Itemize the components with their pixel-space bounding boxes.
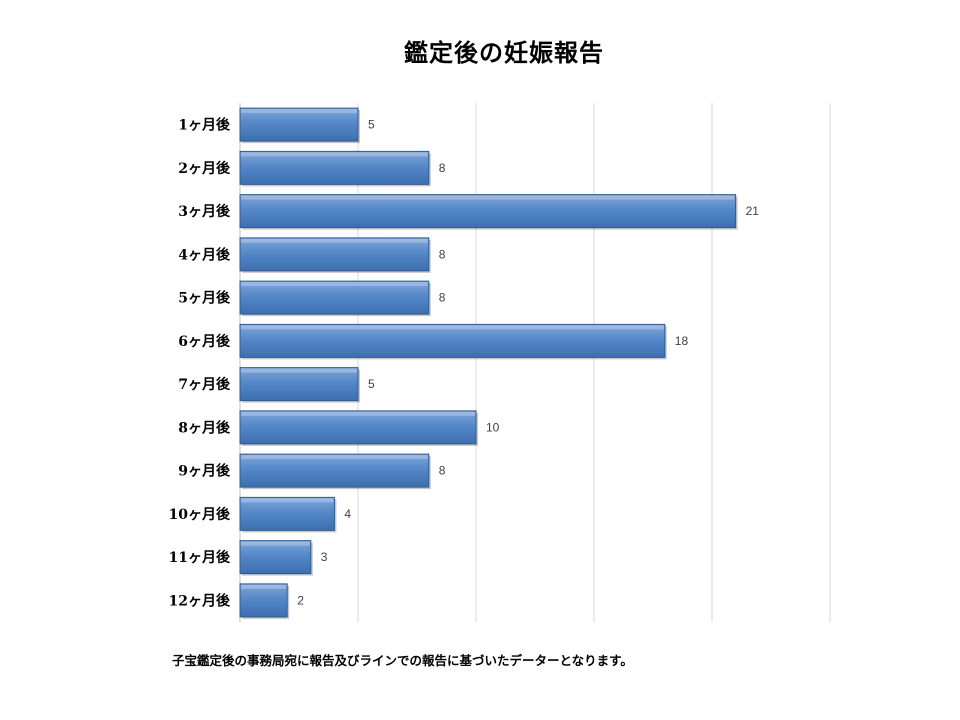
bar: [239, 367, 359, 402]
bar-highlight: [241, 455, 428, 460]
category-label: 12ヶ月後: [169, 592, 231, 609]
data-label: 5: [368, 118, 375, 132]
gridlines: [239, 103, 831, 622]
data-label: 8: [439, 464, 446, 478]
bar: [239, 323, 666, 358]
bar-highlight: [241, 498, 334, 503]
bars: [239, 107, 738, 619]
category-label: 9ヶ月後: [178, 463, 231, 480]
bar: [239, 496, 335, 531]
bar: [239, 453, 430, 488]
bar: [239, 280, 430, 315]
chart-title: 鑑定後の妊娠報告: [404, 39, 604, 67]
data-label: 8: [439, 161, 446, 175]
footnote: 子宝鑑定後の事務局宛に報告及びラインでの報告に基づいたデーターとなります。: [172, 653, 633, 668]
data-label: 8: [439, 291, 446, 305]
category-label: 5ヶ月後: [178, 290, 231, 307]
bar-highlight: [241, 584, 287, 589]
data-label: 21: [746, 204, 760, 218]
data-label: 8: [439, 247, 446, 261]
category-labels: 1ヶ月後 2ヶ月後 3ヶ月後 4ヶ月後 5ヶ月後 6ヶ月後 7ヶ月後 8ヶ月後 9ヶ月後 10ヶ月…: [169, 117, 231, 610]
bar-highlight: [241, 541, 310, 546]
bar: [239, 237, 430, 272]
category-label: 10ヶ月後: [169, 506, 231, 523]
data-label: 2: [297, 593, 304, 607]
bar: [239, 107, 359, 142]
bar-highlight: [241, 195, 735, 200]
category-label: 3ヶ月後: [178, 203, 231, 220]
bar-highlight: [241, 411, 475, 416]
category-label: 4ヶ月後: [178, 246, 231, 263]
data-label: 10: [486, 420, 500, 434]
category-label: 8ヶ月後: [178, 419, 231, 436]
bar: [239, 540, 312, 575]
category-label: 11ヶ月後: [169, 549, 231, 566]
bar: [239, 410, 477, 445]
bar: [239, 194, 737, 229]
category-label: 7ヶ月後: [178, 376, 231, 393]
bar: [239, 583, 288, 618]
data-label: 3: [321, 550, 328, 564]
bar: [239, 150, 430, 185]
data-label: 5: [368, 377, 375, 391]
data-labels: 5 8 21 8 8 18 5 10 8 4 3 2: [297, 118, 759, 608]
bar-highlight: [241, 109, 357, 114]
bar-highlight: [241, 238, 428, 243]
bar-highlight: [241, 368, 357, 373]
data-label: 4: [344, 507, 351, 521]
category-label: 2ヶ月後: [178, 160, 231, 177]
bar-highlight: [241, 325, 664, 330]
bar-highlight: [241, 282, 428, 287]
category-label: 1ヶ月後: [178, 117, 231, 134]
data-label: 18: [675, 334, 689, 348]
bar-highlight: [241, 152, 428, 157]
category-label: 6ヶ月後: [178, 333, 231, 350]
